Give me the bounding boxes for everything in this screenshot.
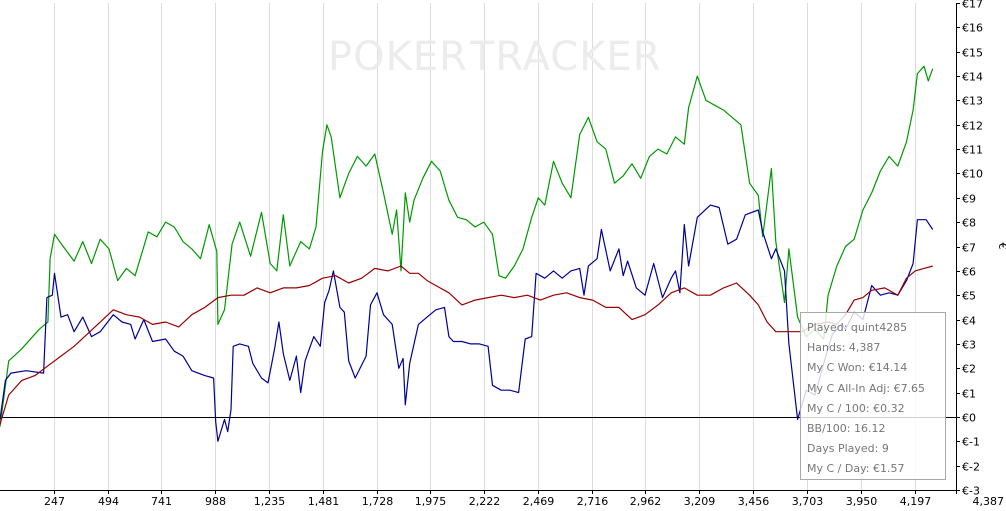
stats-tooltip: Played: quint4285 Hands: 4,387 My C Won:… (800, 312, 946, 480)
stat-days-played: Days Played: 9 (807, 442, 889, 456)
series-lines (0, 65, 934, 442)
x-tick-label: 3,950 (846, 495, 878, 508)
y-tick-label: €10 (962, 168, 983, 181)
x-tick-label: 494 (98, 495, 119, 508)
y-tick-label: €11 (962, 144, 983, 157)
stat-hands: Hands: 4,387 (807, 341, 881, 355)
y-tick-label: €12 (962, 120, 983, 133)
x-tick-label: 1,728 (362, 495, 394, 508)
watermark-tracker: TRACKER (469, 34, 662, 80)
x-tick-label: 741 (151, 495, 172, 508)
y-tick-label: €9 (962, 193, 976, 206)
grid-lines (0, 3, 956, 490)
x-tick-label: 247 (44, 495, 65, 508)
stat-allin-adj: My C All-In Adj: €7.65 (807, 381, 926, 395)
y-tick-label: €-2 (962, 461, 980, 474)
x-tick-label: 988 (205, 495, 226, 508)
x-tick-label: 2,716 (577, 495, 609, 508)
y-tick-labels: €-3 €-2 €-1 €0 €1 €2 €3 €4 €5 €6 €7 €8 €9 €10 €11 €12 €1… (962, 0, 983, 498)
y-tick-label: €17 (962, 0, 983, 11)
x-tick-label: 4,387 (973, 495, 1005, 508)
stat-bb-100: BB/100: 16.12 (807, 421, 886, 435)
x-tick-label: 2,962 (630, 495, 662, 508)
watermark: POKER TRACKER (328, 34, 662, 80)
x-tick-label: 2,469 (523, 495, 555, 508)
x-tick-labels: 247 494 741 988 1,235 1,481 1,728 1,975 2,222 2,4… (44, 495, 1004, 508)
y-tick-label: €15 (962, 47, 983, 60)
series-line-3 (0, 265, 933, 425)
y-tick-label: €14 (962, 71, 983, 84)
x-tick-label: 2,222 (469, 495, 501, 508)
x-tick-label: 3,456 (738, 495, 770, 508)
y-tick-label: €0 (962, 412, 976, 425)
stat-per-day: My C / Day: €1.57 (807, 462, 905, 476)
x-tick-label: 1,975 (415, 495, 447, 508)
y-tick-label: €6 (962, 266, 976, 279)
y-tick-label: €1 (962, 388, 976, 401)
series-line-2 (0, 204, 934, 442)
series-line-1 (0, 65, 934, 427)
x-tick-label: 3,703 (792, 495, 824, 508)
y-tick-label: €16 (962, 22, 983, 35)
stat-per-100: My C / 100: €0.32 (807, 401, 905, 415)
y-tick-label: €8 (962, 217, 976, 230)
x-tick-label: 4,197 (900, 495, 932, 508)
y-tick-label: €-1 (962, 436, 980, 449)
y-tick-label: €5 (962, 290, 976, 303)
x-tick-label: 1,481 (308, 495, 340, 508)
y-tick-label: €4 (962, 315, 976, 328)
y-tick-label: €3 (962, 339, 976, 352)
y-tick-label: €-3 (962, 485, 980, 498)
y-tick-label: €2 (962, 363, 976, 376)
watermark-poker: POKER (328, 34, 468, 80)
y-tick-label: €7 (962, 242, 976, 255)
axes (0, 3, 960, 494)
x-tick-label: 3,209 (684, 495, 716, 508)
x-tick-label: 1,235 (254, 495, 286, 508)
stat-played: Played: quint4285 (807, 321, 908, 334)
y-axis-label: € (996, 243, 1006, 250)
y-tick-label: €13 (962, 95, 983, 108)
stat-won: My C Won: €14.14 (807, 361, 908, 375)
